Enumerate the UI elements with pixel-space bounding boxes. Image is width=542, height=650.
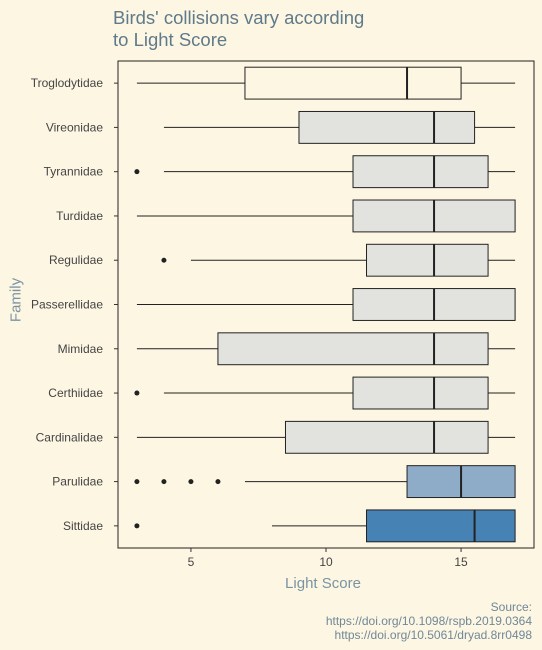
y-tick-label: Turdidae — [56, 209, 103, 223]
chart-title: Birds' collisions vary according to Ligh… — [113, 7, 365, 50]
box — [352, 376, 489, 410]
y-tick-label: Certhiidae — [48, 386, 103, 400]
caption-doi-1: https://doi.org/10.1098/rspb.2019.0364 — [325, 614, 532, 628]
outlier-point — [134, 390, 140, 396]
box — [217, 332, 489, 366]
source-caption: Source: https://doi.org/10.1098/rspb.201… — [326, 600, 532, 642]
y-tick-label: Sittidae — [63, 519, 103, 533]
x-tick-label: 10 — [319, 555, 333, 569]
x-axis-label: Light Score — [285, 575, 361, 592]
box — [244, 66, 462, 100]
outlier-point — [134, 479, 140, 485]
y-tick-label: Cardinalidae — [36, 430, 104, 444]
box — [366, 509, 516, 543]
box — [298, 110, 476, 144]
outlier-point — [215, 479, 221, 485]
x-tick-label: 5 — [188, 555, 195, 569]
caption-doi-2: https://doi.org/10.5061/dryad.8rr0498 — [334, 628, 532, 642]
box — [284, 420, 489, 454]
outlier-point — [161, 479, 167, 485]
y-tick-label: Troglodytidae — [31, 76, 104, 90]
y-tick-label: Vireonidae — [46, 120, 103, 134]
y-tick-label: Parulidae — [52, 475, 103, 489]
y-tick-label: Passerellidae — [31, 298, 103, 312]
box — [366, 243, 489, 277]
y-tick-label: Mimidae — [58, 342, 104, 356]
x-tick-label: 15 — [454, 555, 468, 569]
outlier-point — [188, 479, 194, 485]
caption-source-label: Source: — [490, 600, 532, 614]
outlier-point — [134, 169, 140, 175]
y-tick-label: Tyrannidae — [44, 165, 104, 179]
outlier-point — [161, 257, 167, 263]
outlier-point — [134, 523, 140, 529]
y-tick-label: Regulidae — [49, 253, 103, 267]
box — [352, 155, 489, 189]
